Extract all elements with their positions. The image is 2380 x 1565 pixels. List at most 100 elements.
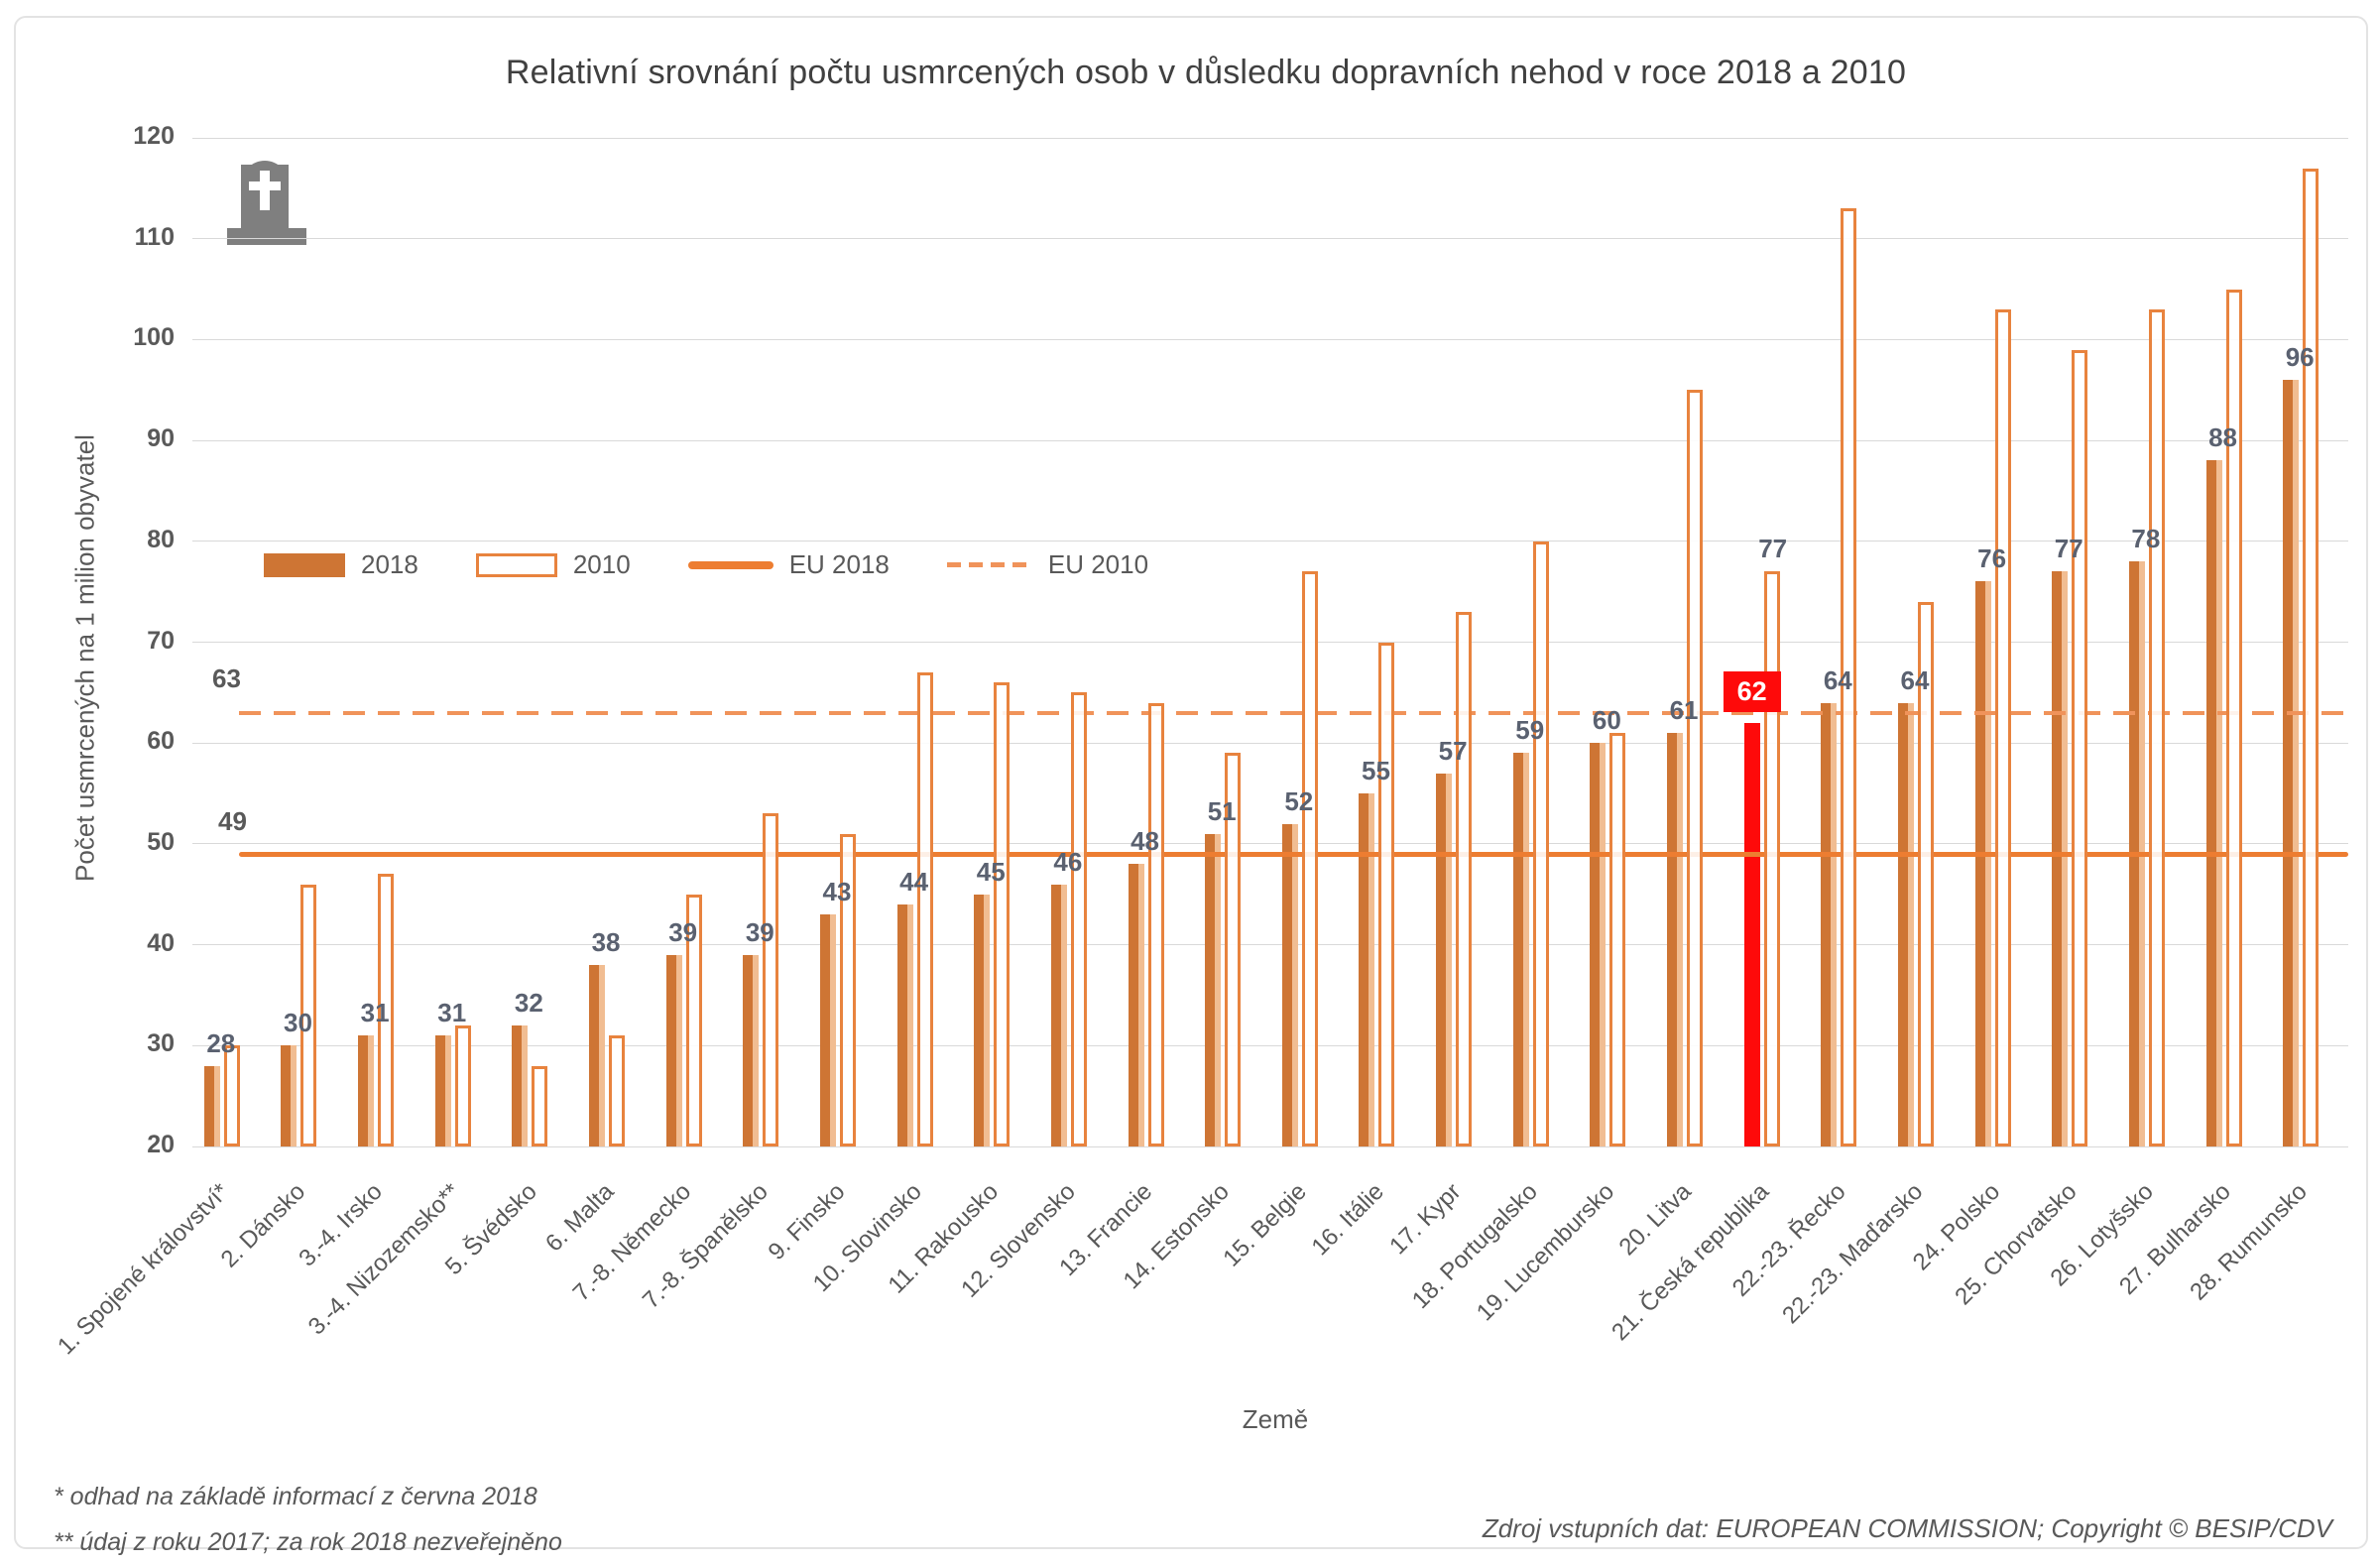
- bar-2018-18: [1512, 753, 1529, 1146]
- bar-2018-10: [896, 903, 913, 1146]
- value-label-2018-26: 78: [2131, 524, 2161, 554]
- bar-2010-3: [378, 874, 395, 1146]
- legend-swatch-eu2018: [687, 560, 774, 569]
- x-label-16: 16. Itálie: [1306, 1178, 1389, 1262]
- y-tick-label-100: 100: [133, 323, 175, 352]
- bar-2018-5: [512, 1024, 529, 1146]
- legend-label-eu2010: EU 2010: [1047, 549, 1149, 579]
- bar-2018-1: [203, 1065, 220, 1146]
- bar-2018-28: [2283, 380, 2300, 1146]
- bar-2010-26: [2148, 308, 2165, 1146]
- bar-2018-2: [281, 1045, 298, 1146]
- value-label-2018-10: 44: [899, 866, 929, 897]
- bar-2010-10: [916, 672, 933, 1146]
- gridline-120: [192, 137, 2348, 139]
- value-label-2018-6: 38: [591, 926, 621, 957]
- y-axis-title: Počet usmrcených na 1 milion obyvatel: [69, 434, 100, 882]
- bar-2018-23: [1897, 702, 1914, 1146]
- bar-2018-4: [434, 1035, 451, 1146]
- bar-2010-27: [2225, 289, 2242, 1146]
- chart-card: Relativní srovnání počtu usmrcených osob…: [14, 16, 2368, 1556]
- gridline-90: [192, 439, 2348, 441]
- bar-2010-19: [1609, 733, 1626, 1146]
- gridline-110: [192, 238, 2348, 240]
- legend-label-eu2018: EU 2018: [788, 549, 890, 579]
- bar-2018-20: [1667, 733, 1684, 1146]
- bar-2018-21: [1743, 722, 1760, 1146]
- value-label-2018-7: 39: [668, 916, 698, 947]
- y-tick-label-120: 120: [133, 122, 175, 150]
- bar-2010-9: [839, 833, 856, 1146]
- y-tick-label-90: 90: [147, 424, 175, 453]
- bar-2010-25: [2072, 349, 2088, 1146]
- y-tick-label-50: 50: [147, 827, 175, 856]
- y-tick-label-110: 110: [134, 222, 175, 251]
- gridline-60: [192, 742, 2348, 744]
- value-label-2018-16: 55: [1361, 756, 1390, 786]
- gridline-20: [192, 1145, 2348, 1147]
- x-label-19: 19. Lucembursko: [1472, 1178, 1620, 1327]
- x-axis-title: Země: [1242, 1404, 1309, 1434]
- eu-2018-line-label: 49: [218, 806, 247, 837]
- eu-2010-line: [239, 710, 2348, 715]
- bar-2010-17: [1456, 611, 1473, 1146]
- gridline-40: [192, 944, 2348, 946]
- bar-2010-20: [1687, 390, 1704, 1146]
- eu-2018-line: [239, 852, 2348, 858]
- x-label-6: 6. Malta: [539, 1178, 620, 1258]
- footnote-2: ** údaj z roku 2017; za rok 2018 nezveře…: [54, 1528, 562, 1556]
- bar-2010-4: [454, 1024, 471, 1146]
- bar-2010-22: [1841, 208, 1857, 1146]
- value-label-2018-14: 51: [1207, 795, 1237, 826]
- bar-2018-14: [1205, 833, 1222, 1146]
- legend-label-2018: 2018: [361, 549, 418, 579]
- legend-label-2010: 2010: [572, 549, 631, 579]
- bar-2010-12: [1070, 692, 1087, 1146]
- bar-2018-12: [1050, 884, 1067, 1146]
- highlight-2010-label: 77: [1758, 534, 1788, 564]
- x-label-15: 15. Belgie: [1218, 1178, 1312, 1272]
- source-credit: Zdroj vstupních dat: EUROPEAN COMMISSION…: [1482, 1513, 2332, 1543]
- bar-2018-15: [1281, 823, 1298, 1146]
- footnotes: * odhad na základě informací z června 20…: [54, 1474, 562, 1565]
- bar-2018-22: [1821, 702, 1838, 1146]
- value-label-2018-2: 30: [283, 1008, 312, 1038]
- chart-title: Relativní srovnání počtu usmrcených osob…: [505, 54, 1907, 91]
- gridline-50: [192, 843, 2348, 845]
- y-tick-label-60: 60: [147, 727, 175, 756]
- value-label-2018-22: 64: [1823, 664, 1852, 695]
- footnote-1: * odhad na základě informací z června 20…: [54, 1483, 537, 1510]
- bar-2010-15: [1301, 571, 1318, 1146]
- value-label-2018-5: 32: [514, 987, 543, 1018]
- legend: 2018 2010 EU 2018 EU 2010: [264, 549, 1148, 580]
- value-label-2018-18: 59: [1515, 715, 1545, 746]
- bar-2010-21: [1763, 571, 1780, 1146]
- value-label-2018-27: 88: [2208, 422, 2237, 453]
- bar-2010-16: [1378, 642, 1395, 1146]
- x-label-23: 22.-23. Maďarsko: [1776, 1178, 1929, 1330]
- value-label-2018-9: 43: [822, 877, 852, 907]
- value-label-2018-19: 60: [1592, 705, 1621, 736]
- bar-2010-18: [1532, 541, 1549, 1146]
- bar-2010-14: [1225, 753, 1242, 1146]
- value-label-2018-25: 77: [2054, 534, 2083, 564]
- value-label-2018-17: 57: [1438, 735, 1468, 766]
- bar-2018-24: [1974, 581, 1991, 1146]
- gridline-80: [192, 541, 2348, 542]
- value-label-2018-28: 96: [2285, 342, 2315, 373]
- bar-2018-16: [1359, 793, 1375, 1146]
- highlight-value-label: 62: [1723, 670, 1781, 712]
- gridline-100: [192, 338, 2348, 340]
- bar-2010-6: [609, 1035, 626, 1146]
- bar-2010-23: [1917, 601, 1934, 1146]
- bar-2018-11: [974, 894, 991, 1146]
- y-tick-label-80: 80: [147, 525, 175, 553]
- bar-2010-11: [994, 682, 1011, 1146]
- value-label-2018-1: 28: [206, 1027, 236, 1058]
- value-label-2018-8: 39: [745, 916, 774, 947]
- bar-2010-8: [763, 813, 779, 1146]
- bar-2010-13: [1147, 702, 1164, 1146]
- bar-2010-1: [223, 1045, 240, 1146]
- y-tick-label-30: 30: [147, 1029, 175, 1058]
- y-tick-label-40: 40: [147, 928, 175, 957]
